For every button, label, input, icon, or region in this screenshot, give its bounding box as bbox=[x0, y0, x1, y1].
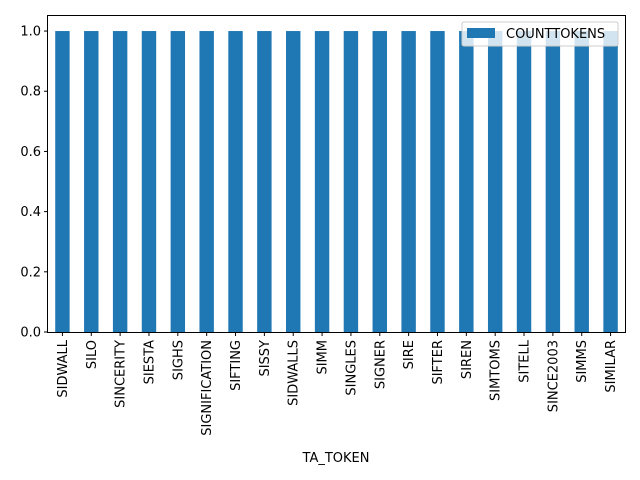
x-axis-title: TA_TOKEN bbox=[302, 451, 370, 466]
x-tick-label: SIMMS bbox=[575, 340, 590, 383]
x-tick-label: SIMM bbox=[316, 340, 331, 375]
bars-group bbox=[55, 31, 618, 333]
y-tick-label: 1.0 bbox=[20, 25, 41, 40]
legend-swatch bbox=[467, 28, 495, 38]
x-tick-label: SIFTING bbox=[229, 340, 244, 391]
legend: COUNTTOKENS bbox=[461, 21, 619, 47]
bar bbox=[199, 31, 214, 333]
bar bbox=[170, 31, 186, 333]
bar bbox=[112, 31, 128, 333]
plot-frame bbox=[47, 15, 626, 333]
x-tick-label: SIGNER bbox=[373, 340, 388, 389]
bar bbox=[487, 31, 503, 333]
bar bbox=[516, 31, 532, 333]
x-tick-label: SIMTOMS bbox=[489, 340, 504, 401]
x-tick-label: SINGLES bbox=[344, 340, 359, 396]
y-axis: 0.0 0.2 0.4 0.6 0.8 1.0 bbox=[20, 25, 48, 341]
x-tick-label: SISSY bbox=[258, 340, 273, 377]
bar bbox=[228, 31, 243, 333]
x-tick-label: SIESTA bbox=[142, 340, 157, 384]
bar bbox=[314, 31, 330, 333]
x-tick-label: SILO bbox=[85, 340, 100, 369]
bar bbox=[603, 31, 618, 333]
x-tick-label: SIDWALL bbox=[56, 339, 71, 397]
x-tick-label: SINCE2003 bbox=[546, 340, 561, 412]
y-tick-label: 0.8 bbox=[20, 85, 41, 100]
bar bbox=[343, 31, 359, 333]
bar bbox=[545, 31, 561, 333]
x-tick-label: SITELL bbox=[518, 339, 533, 382]
bar bbox=[401, 31, 416, 333]
y-tick-label: 0.6 bbox=[20, 145, 41, 160]
x-axis: SIDWALL SILO SINCERITY SIESTA SIGHS SIGNIFICA… bbox=[56, 332, 619, 436]
x-tick-label: SIFTER bbox=[431, 340, 446, 385]
bar bbox=[286, 31, 301, 333]
bar bbox=[430, 31, 445, 333]
bar bbox=[55, 31, 70, 333]
bar bbox=[372, 31, 387, 333]
bar bbox=[257, 31, 272, 333]
bar bbox=[459, 31, 474, 333]
y-tick-label: 0.0 bbox=[20, 326, 41, 341]
y-tick-label: 0.2 bbox=[20, 265, 41, 280]
bar bbox=[574, 31, 589, 333]
legend-label: COUNTTOKENS bbox=[506, 27, 605, 42]
legend-box bbox=[461, 21, 619, 47]
y-tick-label: 0.4 bbox=[20, 205, 41, 220]
x-tick-label: SIGHS bbox=[171, 340, 186, 380]
bar bbox=[141, 31, 157, 333]
x-tick-label: SIMILAR bbox=[604, 340, 619, 393]
x-tick-label: SIGNIFICATION bbox=[200, 340, 215, 436]
x-tick-label: SIDWALLS bbox=[287, 340, 302, 406]
x-tick-label: SINCERITY bbox=[114, 340, 129, 408]
x-tick-label: SIRE bbox=[402, 340, 417, 369]
x-tick-label: SIREN bbox=[460, 340, 475, 379]
bar bbox=[84, 31, 99, 333]
